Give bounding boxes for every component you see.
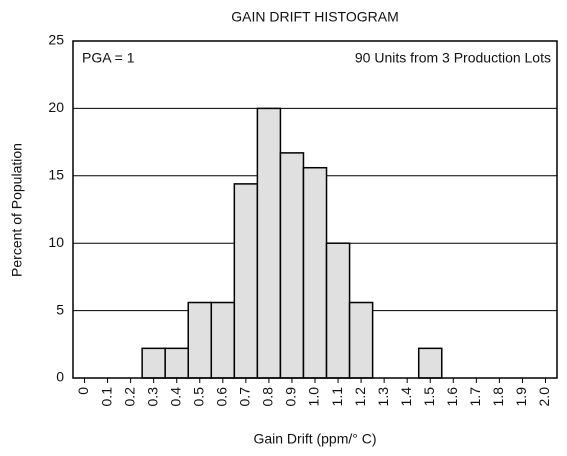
y-tick-label: 5 bbox=[56, 301, 64, 317]
x-tick-label: 0.7 bbox=[237, 387, 253, 407]
annotation: 90 Units from 3 Production Lots bbox=[355, 50, 551, 66]
x-tick-label: 0 bbox=[75, 387, 91, 395]
y-tick-label: 15 bbox=[48, 167, 64, 183]
x-tick-label: 0.1 bbox=[98, 387, 114, 407]
x-tick-label: 1.2 bbox=[352, 387, 368, 407]
x-tick-label: 1.1 bbox=[329, 387, 345, 407]
x-tick-label: 0.8 bbox=[260, 387, 276, 407]
x-tick-label: 0.5 bbox=[190, 387, 206, 407]
bar bbox=[417, 347, 443, 379]
bar bbox=[187, 301, 213, 379]
x-axis-label: Gain Drift (ppm/° C) bbox=[253, 431, 376, 447]
x-tick-label: 1.5 bbox=[421, 387, 437, 407]
bar bbox=[141, 347, 166, 379]
bar bbox=[256, 107, 282, 379]
x-tick-label: 0.2 bbox=[121, 387, 137, 407]
bar bbox=[279, 152, 305, 379]
bar bbox=[348, 301, 374, 379]
bar bbox=[233, 183, 259, 379]
y-axis-label: Percent of Population bbox=[9, 143, 25, 277]
bar bbox=[302, 166, 328, 379]
x-tick-label: 0.9 bbox=[283, 387, 299, 407]
x-tick-label: 0.6 bbox=[214, 387, 230, 407]
bar bbox=[325, 242, 351, 379]
bar bbox=[164, 347, 189, 379]
y-tick-label: 0 bbox=[56, 369, 64, 385]
annotation: PGA = 1 bbox=[82, 50, 135, 66]
bar bbox=[210, 301, 236, 379]
x-tick-label: 0.3 bbox=[144, 387, 160, 407]
x-tick-label: 1.4 bbox=[398, 387, 414, 407]
x-tick-label: 2.0 bbox=[536, 387, 552, 407]
x-tick-label: 1.9 bbox=[513, 387, 529, 407]
plot-frame bbox=[72, 40, 558, 379]
y-tick-label: 25 bbox=[48, 32, 64, 48]
x-tick-label: 1.7 bbox=[467, 387, 483, 407]
x-tick-label: 1.3 bbox=[375, 387, 391, 407]
y-tick-label: 10 bbox=[48, 234, 64, 250]
x-tick-label: 0.4 bbox=[167, 387, 183, 407]
x-tick-label: 1.6 bbox=[444, 387, 460, 407]
y-tick-label: 20 bbox=[48, 99, 64, 115]
chart-title: GAIN DRIFT HISTOGRAM bbox=[231, 9, 399, 25]
x-tick-label: 1.0 bbox=[306, 387, 322, 407]
x-tick-label: 1.8 bbox=[490, 387, 506, 407]
